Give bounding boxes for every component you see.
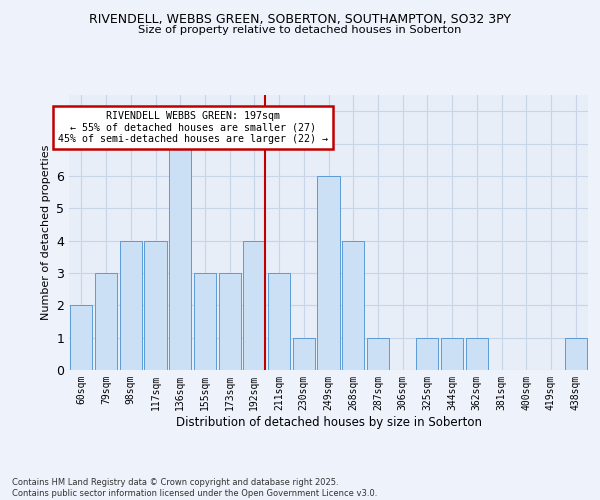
Bar xyxy=(441,338,463,370)
Text: Contains HM Land Registry data © Crown copyright and database right 2025.
Contai: Contains HM Land Registry data © Crown c… xyxy=(12,478,377,498)
Bar xyxy=(565,338,587,370)
Bar xyxy=(95,273,117,370)
Bar xyxy=(367,338,389,370)
Bar xyxy=(342,240,364,370)
Bar xyxy=(218,273,241,370)
X-axis label: Distribution of detached houses by size in Soberton: Distribution of detached houses by size … xyxy=(176,416,482,428)
Bar xyxy=(119,240,142,370)
Text: RIVENDELL WEBBS GREEN: 197sqm
← 55% of detached houses are smaller (27)
45% of s: RIVENDELL WEBBS GREEN: 197sqm ← 55% of d… xyxy=(58,111,328,144)
Y-axis label: Number of detached properties: Number of detached properties xyxy=(41,145,50,320)
Bar xyxy=(466,338,488,370)
Bar xyxy=(169,144,191,370)
Bar xyxy=(293,338,315,370)
Bar xyxy=(268,273,290,370)
Text: Size of property relative to detached houses in Soberton: Size of property relative to detached ho… xyxy=(139,25,461,35)
Bar xyxy=(317,176,340,370)
Bar xyxy=(194,273,216,370)
Text: RIVENDELL, WEBBS GREEN, SOBERTON, SOUTHAMPTON, SO32 3PY: RIVENDELL, WEBBS GREEN, SOBERTON, SOUTHA… xyxy=(89,12,511,26)
Bar xyxy=(70,306,92,370)
Bar xyxy=(243,240,265,370)
Bar xyxy=(145,240,167,370)
Bar xyxy=(416,338,439,370)
